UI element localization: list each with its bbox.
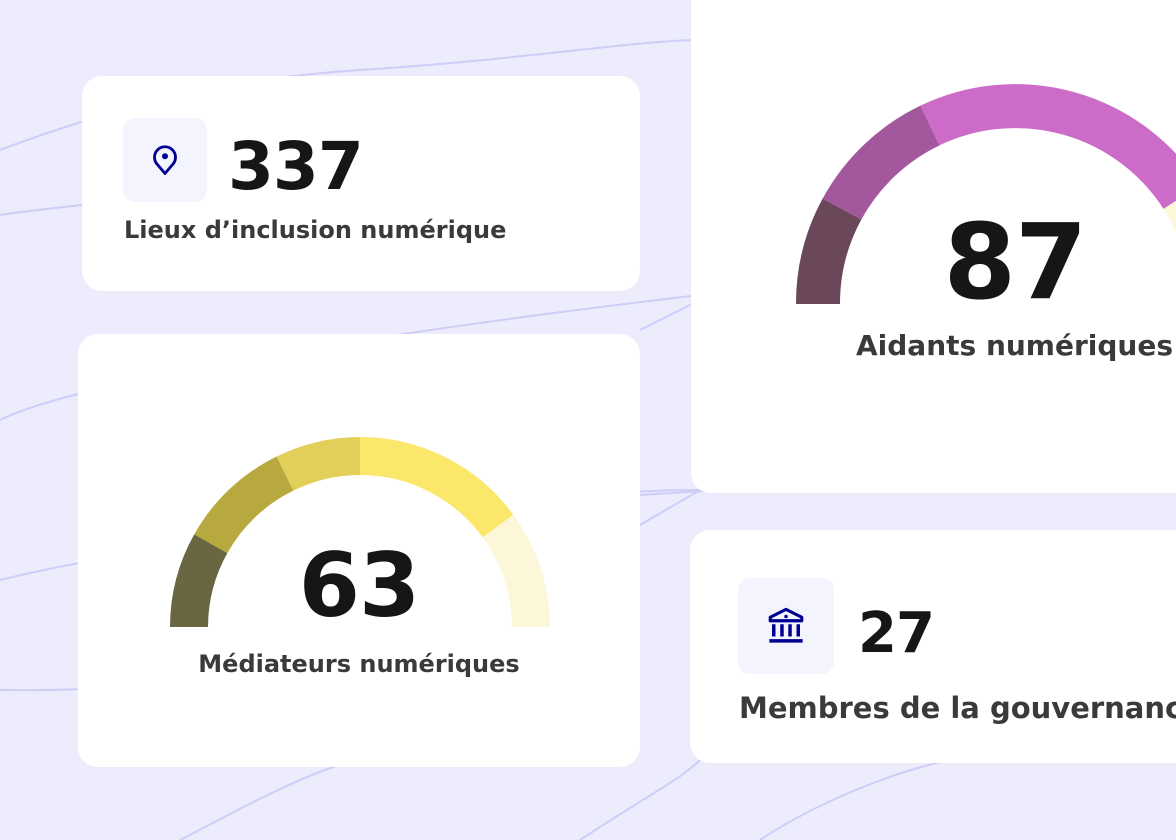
aidants-value: 87 <box>943 201 1088 323</box>
gouvernance-icon-box <box>738 578 834 674</box>
gauge-segment-1 <box>796 198 862 305</box>
mediateurs-gauge-chart <box>170 437 550 628</box>
mediateurs-value: 63 <box>298 534 420 637</box>
gauge-segment-3 <box>276 437 361 491</box>
aidants-label: Aidants numériques <box>856 329 1174 362</box>
institution-icon <box>768 607 804 643</box>
mediateurs-card: 63 Médiateurs numériques <box>78 334 640 767</box>
aidants-gauge-chart <box>796 84 1176 305</box>
gouvernance-card: 27 Membres de la gouvernance <box>690 530 1176 763</box>
gauge-segment-1 <box>170 534 228 628</box>
gouvernance-label: Membres de la gouvernance <box>739 691 1176 725</box>
mediateurs-label: Médiateurs numériques <box>198 650 520 678</box>
lieux-label: Lieux d’inclusion numérique <box>124 216 507 244</box>
map-pin-icon <box>153 145 177 175</box>
aidants-card: 87 Aidants numériques <box>691 0 1176 493</box>
lieux-icon-box <box>123 118 207 202</box>
gauge-segment-4 <box>359 437 514 538</box>
lieux-value: 337 <box>228 128 364 205</box>
gauge-segment-2 <box>194 456 294 554</box>
gauge-segment-2 <box>822 105 940 220</box>
gauge-segment-3 <box>920 84 1176 210</box>
gouvernance-value: 27 <box>858 601 935 666</box>
lieux-card: 337 Lieux d’inclusion numérique <box>82 76 640 291</box>
gauge-segment-5 <box>482 514 550 628</box>
